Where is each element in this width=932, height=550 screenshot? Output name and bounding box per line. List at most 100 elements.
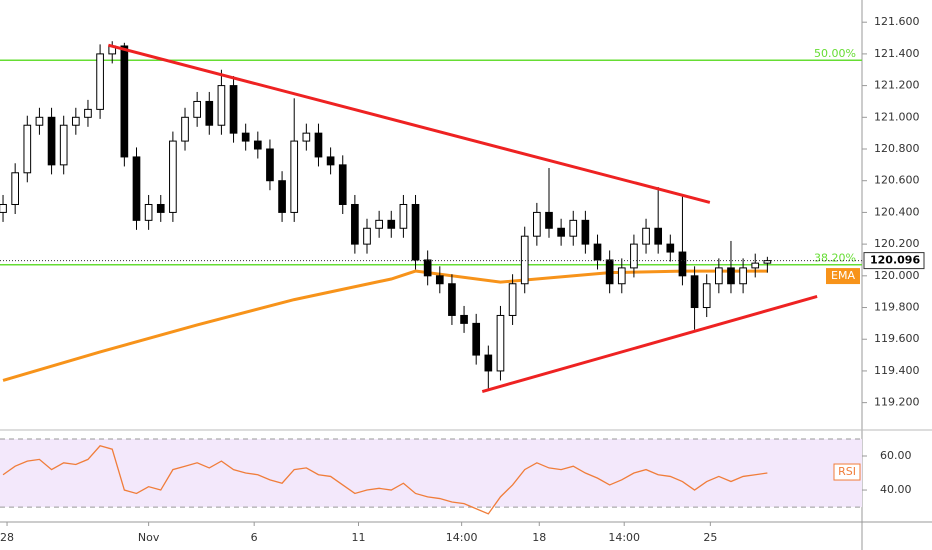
candle-body xyxy=(229,85,238,134)
candle-body xyxy=(520,235,529,285)
candle-body xyxy=(47,116,56,166)
candle-body xyxy=(0,203,7,213)
y-tick-label: 120.000 xyxy=(874,269,920,282)
candle-body xyxy=(423,259,432,277)
candle-body xyxy=(508,283,517,316)
candle-body xyxy=(266,148,274,182)
y-tick-label: 121.200 xyxy=(874,79,920,92)
trendline xyxy=(107,43,711,204)
candle-body xyxy=(545,211,553,229)
candle-body xyxy=(59,124,68,166)
rsi-tick-label: 40.00 xyxy=(880,483,912,496)
rsi-box xyxy=(833,463,861,481)
y-tick-label: 120.400 xyxy=(874,205,920,218)
y-tick-label: 120.200 xyxy=(874,237,920,250)
candle-body xyxy=(302,132,311,142)
candle-body xyxy=(387,219,396,229)
fib-label: 38.20% xyxy=(814,252,856,265)
candle-body xyxy=(630,243,638,269)
candle-body xyxy=(763,260,772,264)
candle-body xyxy=(666,243,675,253)
candle-body xyxy=(715,267,723,285)
candle-body xyxy=(120,45,129,158)
ema-line xyxy=(2,269,768,382)
candle-body xyxy=(496,314,505,372)
y-tick-label: 119.400 xyxy=(874,364,920,377)
candle-body xyxy=(727,267,735,285)
candle-body xyxy=(217,85,226,126)
trendline xyxy=(481,294,818,393)
candle-body xyxy=(654,227,663,245)
candle-body xyxy=(484,354,493,372)
candle-body xyxy=(617,267,626,285)
candle-body xyxy=(84,108,92,118)
candle-body xyxy=(290,140,299,213)
y-tick-label: 120.600 xyxy=(874,174,920,187)
candle-body xyxy=(169,140,177,213)
candle-body xyxy=(193,100,201,118)
candle-body xyxy=(375,219,383,229)
candle-body xyxy=(472,322,481,356)
candle-body xyxy=(533,211,541,237)
candle-body xyxy=(181,116,189,142)
x-tick-label: 14:00 xyxy=(446,531,478,544)
last-price-box xyxy=(863,252,925,270)
candle-body xyxy=(314,132,323,158)
x-tick-label: Nov xyxy=(138,531,160,544)
y-tick-label: 121.400 xyxy=(874,47,920,60)
candle-body xyxy=(411,203,420,261)
candle-body xyxy=(751,262,760,269)
candle-body xyxy=(702,283,711,309)
candle-body xyxy=(278,180,286,213)
candle-body xyxy=(241,132,250,142)
rsi-label: RSI xyxy=(838,465,856,478)
x-tick-label: 11 xyxy=(352,531,366,544)
candle-body xyxy=(23,124,32,174)
candle-body xyxy=(678,251,687,277)
candle-body xyxy=(326,156,335,166)
ema-box xyxy=(826,268,860,285)
candle-body xyxy=(205,100,214,126)
y-tick-label: 119.800 xyxy=(874,301,920,314)
x-tick-label: 14:00 xyxy=(608,531,640,544)
candle-body xyxy=(569,219,578,237)
last-price-label: 120.096 xyxy=(870,254,920,267)
candle-body xyxy=(11,172,20,205)
candle-body xyxy=(739,267,747,285)
candle-body xyxy=(448,283,456,316)
candle-body xyxy=(557,227,565,237)
candle-body xyxy=(363,227,371,245)
candle-body xyxy=(690,275,699,309)
candle-body xyxy=(593,243,602,261)
y-tick-label: 119.600 xyxy=(874,332,920,345)
candle-body xyxy=(253,140,262,150)
candle-body xyxy=(435,275,444,285)
rsi-tick-label: 60.00 xyxy=(880,449,912,462)
rsi-line xyxy=(2,445,768,515)
y-tick-label: 119.200 xyxy=(874,396,920,409)
y-tick-label: 121.000 xyxy=(874,110,920,123)
candle-body xyxy=(399,203,408,229)
y-tick-label: 121.600 xyxy=(874,15,920,28)
candle-body xyxy=(35,116,44,126)
candle-body xyxy=(642,227,650,245)
candle-body xyxy=(351,203,359,245)
candle-body xyxy=(156,203,165,213)
fib-label: 50.00% xyxy=(814,47,856,60)
candle-body xyxy=(605,259,614,285)
candle-body xyxy=(96,53,104,110)
candle-body xyxy=(460,314,468,324)
candle-body xyxy=(581,219,590,245)
x-tick-label: 25 xyxy=(703,531,717,544)
candle-body xyxy=(132,156,141,221)
candle-body xyxy=(71,116,80,126)
candle-body xyxy=(144,203,153,221)
y-tick-label: 120.800 xyxy=(874,142,920,155)
x-tick-label: 6 xyxy=(251,531,258,544)
x-tick-label: 18 xyxy=(532,531,546,544)
ema-label: EMA xyxy=(831,269,855,282)
candle-body xyxy=(338,164,347,205)
x-tick-label: 28 xyxy=(0,531,14,544)
rsi-band xyxy=(0,438,862,508)
